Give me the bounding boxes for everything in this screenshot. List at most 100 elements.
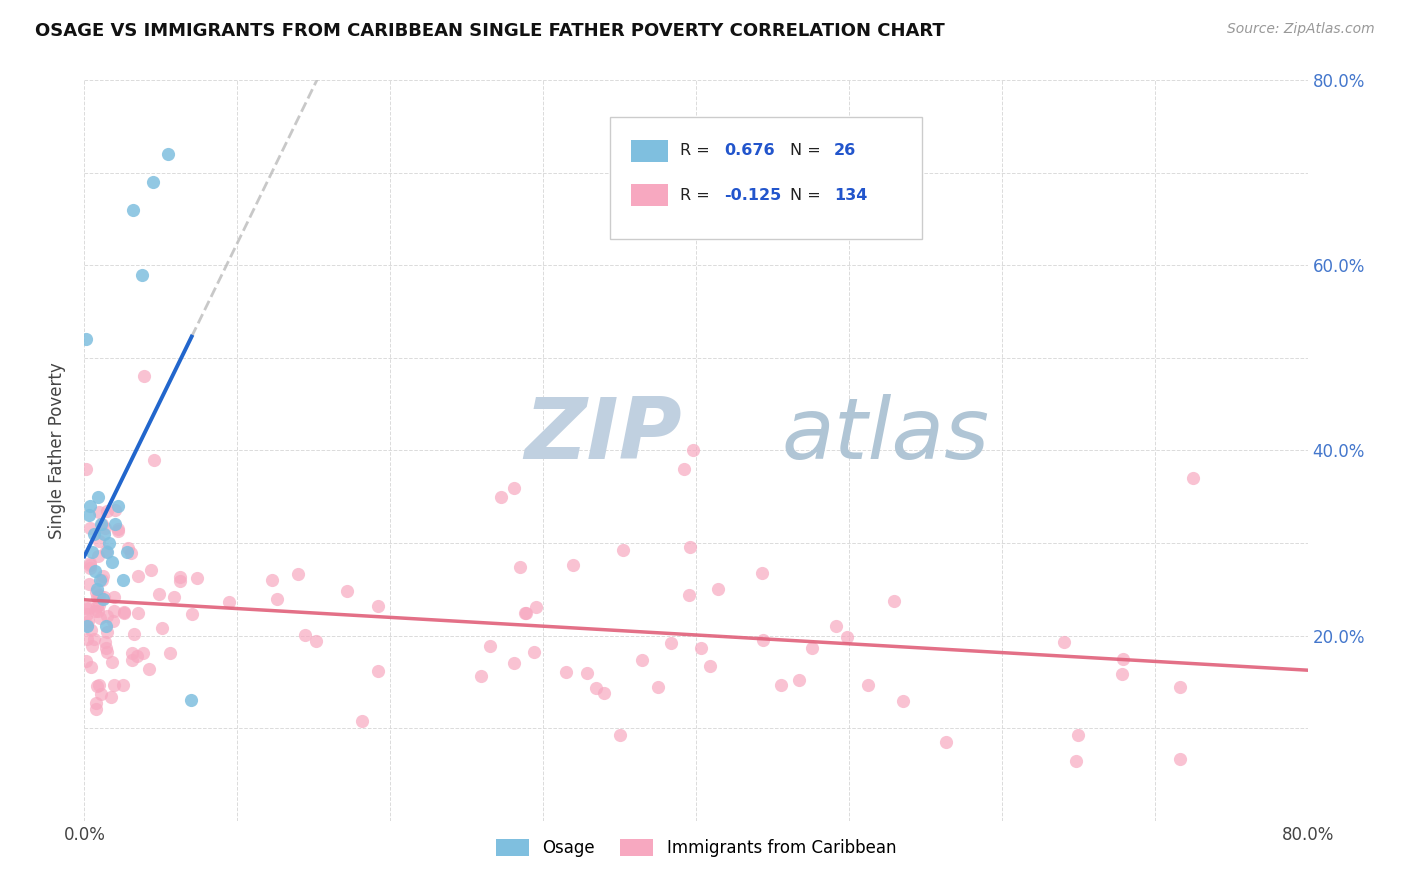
Point: [90, 517, 112, 532]
Point: [1181, 471, 1204, 485]
Point: [148, 587, 170, 601]
Text: Source: ZipAtlas.com: Source: ZipAtlas.com: [1227, 22, 1375, 37]
Point: [1112, 652, 1135, 666]
Point: [103, 604, 125, 618]
Point: [86, 679, 108, 693]
Point: [682, 443, 704, 458]
Point: [87, 599, 110, 613]
Point: [96, 609, 118, 624]
Point: [76, 617, 98, 632]
Point: [515, 607, 537, 621]
Point: [107, 522, 129, 536]
Point: [101, 554, 124, 569]
Point: [84, 696, 107, 710]
Point: [79, 499, 101, 513]
Point: [86, 604, 108, 618]
Point: [769, 678, 792, 692]
Point: [367, 664, 389, 678]
Point: [94, 521, 117, 535]
Point: [96, 624, 118, 639]
Point: [121, 653, 143, 667]
Point: [659, 636, 682, 650]
Point: [751, 566, 773, 581]
Point: [305, 634, 328, 648]
Point: [837, 630, 859, 644]
Point: [672, 462, 695, 476]
Point: [101, 614, 124, 628]
Point: [89, 573, 111, 587]
Point: [127, 606, 149, 620]
Point: [789, 673, 811, 687]
Point: [157, 147, 180, 161]
Point: [77, 508, 100, 523]
Point: [575, 666, 598, 681]
Y-axis label: Single Father Poverty: Single Father Poverty: [48, 362, 66, 539]
Point: [112, 678, 135, 692]
Point: [76, 619, 98, 633]
Point: [1168, 680, 1191, 694]
Point: [121, 646, 143, 660]
Text: atlas: atlas: [782, 394, 990, 477]
Point: [555, 665, 578, 680]
Point: [1067, 728, 1090, 742]
Point: [630, 653, 652, 667]
Point: [76, 607, 98, 622]
Point: [883, 593, 905, 607]
Point: [1053, 635, 1076, 649]
Point: [131, 268, 153, 282]
Point: [150, 621, 173, 635]
Point: [89, 678, 111, 692]
Point: [87, 490, 110, 504]
Point: [287, 566, 309, 581]
Point: [647, 681, 669, 695]
Point: [1064, 754, 1087, 768]
Point: [678, 588, 700, 602]
Point: [350, 714, 373, 728]
Point: [112, 605, 135, 619]
Point: [115, 545, 138, 559]
Point: [90, 687, 112, 701]
Point: [79, 624, 101, 638]
Point: [706, 582, 728, 597]
Point: [93, 526, 115, 541]
Point: [689, 640, 711, 655]
Point: [80, 660, 103, 674]
Point: [800, 641, 823, 656]
FancyBboxPatch shape: [610, 118, 922, 239]
Point: [86, 582, 108, 597]
Point: [83, 632, 105, 646]
Point: [513, 606, 536, 620]
Point: [87, 505, 110, 519]
Point: [562, 558, 585, 572]
Point: [107, 499, 129, 513]
Point: [79, 521, 101, 535]
Point: [503, 481, 526, 495]
Point: [585, 681, 607, 695]
Point: [94, 619, 117, 633]
Point: [260, 574, 283, 588]
Point: [132, 647, 155, 661]
Point: [89, 611, 111, 625]
Point: [169, 570, 191, 584]
Point: [491, 490, 513, 504]
Point: [609, 728, 631, 742]
Point: [104, 517, 127, 532]
Point: [96, 641, 118, 656]
Point: [509, 560, 531, 574]
Point: [169, 574, 191, 589]
Text: 26: 26: [834, 143, 856, 158]
Text: N =: N =: [790, 143, 827, 158]
Point: [75, 654, 97, 668]
Point: [678, 540, 700, 554]
Point: [84, 564, 107, 578]
FancyBboxPatch shape: [631, 139, 668, 161]
Text: 0.676: 0.676: [724, 143, 775, 158]
Point: [87, 533, 110, 548]
Point: [103, 678, 125, 692]
Text: R =: R =: [681, 143, 714, 158]
Point: [336, 584, 359, 599]
Point: [96, 504, 118, 518]
Point: [180, 693, 202, 707]
Text: -0.125: -0.125: [724, 187, 782, 202]
Point: [127, 569, 149, 583]
